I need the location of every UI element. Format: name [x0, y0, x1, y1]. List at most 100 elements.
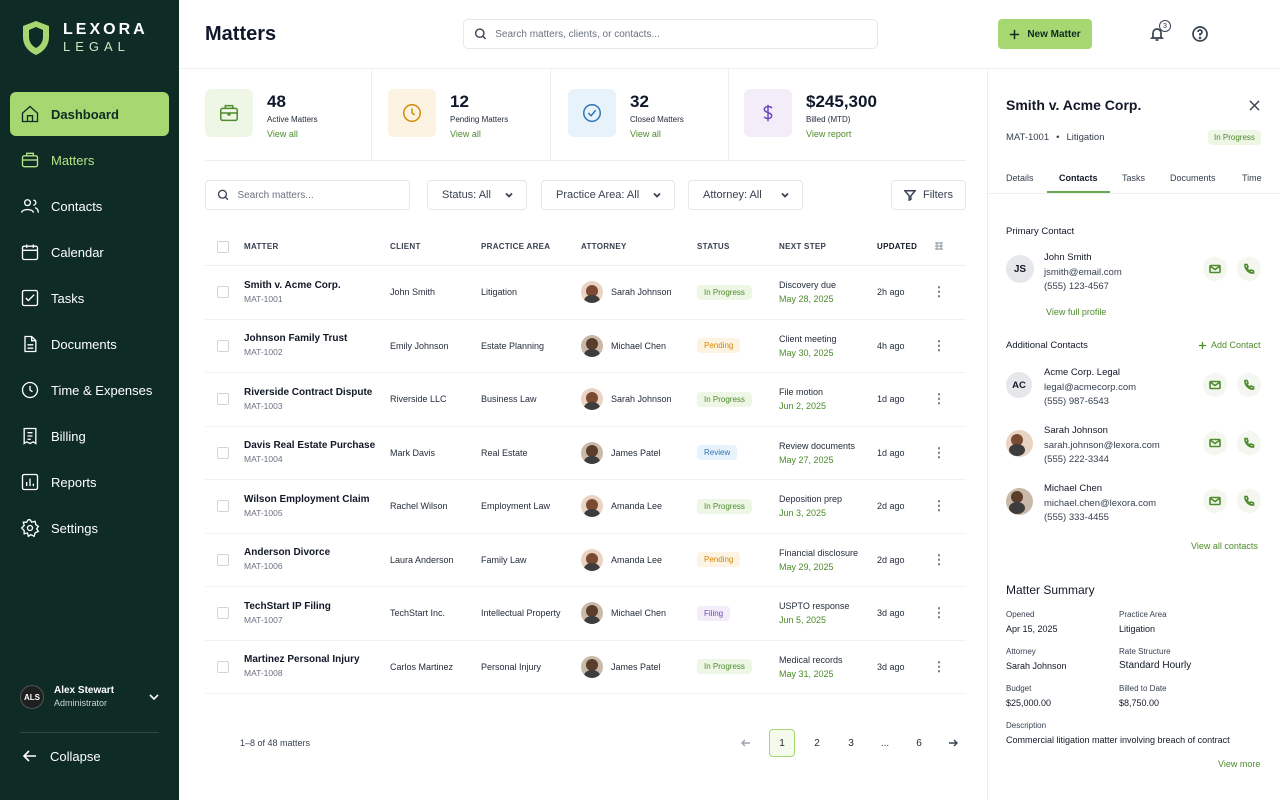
matter-cell[interactable]: Martinez Personal Injury MAT-1008 — [244, 653, 390, 680]
matter-cell[interactable]: Riverside Contract Dispute MAT-1003 — [244, 386, 390, 413]
row-checkbox[interactable] — [217, 286, 229, 299]
matter-title[interactable]: Riverside Contract Dispute — [244, 386, 373, 398]
matter-cell[interactable]: Johnson Family Trust MAT-1002 — [244, 332, 390, 359]
matter-title[interactable]: Wilson Employment Claim — [244, 493, 370, 505]
column-header[interactable]: STATUS — [697, 242, 730, 251]
column-header[interactable]: PRACTICE AREA — [481, 242, 551, 251]
matter-title[interactable]: Smith v. Acme Corp. — [244, 279, 341, 291]
matter-cell[interactable]: Anderson Divorce MAT-1006 — [244, 546, 390, 573]
matter-title[interactable]: Martinez Personal Injury — [244, 654, 360, 666]
column-header[interactable]: NEXT STEP — [779, 241, 827, 251]
tab-tasks[interactable]: Tasks — [1122, 173, 1146, 183]
column-header[interactable]: UPDATED — [877, 242, 918, 251]
tab-time[interactable]: Time — [1242, 173, 1262, 183]
matter-title[interactable]: Davis Real Estate Purchase — [244, 440, 376, 452]
more-actions-icon[interactable]: ⋮ — [932, 284, 946, 300]
help-button[interactable] — [1192, 26, 1208, 45]
matter-title[interactable]: TechStart IP Filing — [244, 600, 331, 612]
sidebar-item-calendar[interactable]: Calendar — [10, 230, 169, 274]
sidebar-item-documents[interactable]: Documents — [10, 322, 169, 366]
sidebar-item-tasks[interactable]: Tasks — [10, 276, 169, 320]
stat-link[interactable]: View all — [450, 129, 481, 139]
sidebar-item-contacts[interactable]: Contacts — [10, 184, 169, 228]
global-search[interactable] — [463, 19, 878, 49]
email-button[interactable] — [1203, 489, 1227, 513]
close-button[interactable] — [1249, 100, 1260, 114]
matter-search-input[interactable] — [237, 189, 409, 201]
column-header[interactable]: MATTER — [244, 242, 279, 251]
sidebar-item-matters[interactable]: Matters — [10, 138, 169, 182]
view-all-contacts-link[interactable]: View all contacts — [1191, 541, 1258, 551]
more-actions-icon[interactable]: ⋮ — [932, 551, 946, 567]
view-more-link[interactable]: View more — [1218, 759, 1261, 769]
sidebar-item-reports[interactable]: Reports — [10, 460, 169, 504]
next-page-button[interactable] — [940, 729, 966, 757]
more-actions-icon[interactable]: ⋮ — [932, 498, 946, 514]
collapse-button[interactable]: Collapse — [22, 748, 101, 764]
sidebar-item-dashboard[interactable]: Dashboard — [10, 92, 169, 136]
email-button[interactable] — [1203, 431, 1227, 455]
sidebar-item-settings[interactable]: Settings — [10, 506, 169, 550]
table-row[interactable]: Davis Real Estate Purchase MAT-1004 Mark D… — [205, 427, 966, 480]
matter-cell[interactable]: Davis Real Estate Purchase MAT-1004 — [244, 439, 390, 466]
status-filter-dropdown[interactable]: Status: All — [427, 180, 527, 210]
page-button-3[interactable]: 3 — [848, 737, 854, 749]
stat-link[interactable]: View all — [267, 129, 298, 139]
table-row[interactable]: Riverside Contract Dispute MAT-1003 Rivers… — [205, 373, 966, 427]
matter-cell[interactable]: Wilson Employment Claim MAT-1005 — [244, 493, 390, 520]
row-checkbox[interactable] — [217, 553, 229, 566]
row-checkbox[interactable] — [217, 500, 229, 513]
table-row[interactable]: Wilson Employment Claim MAT-1005 Rachel Wi… — [205, 480, 966, 534]
page-button-6[interactable]: 6 — [916, 737, 922, 749]
table-row[interactable]: TechStart IP Filing MAT-1007 TechStart Inc… — [205, 587, 966, 641]
table-row[interactable]: Anderson Divorce MAT-1006 Laura Anderson Fa… — [205, 534, 966, 587]
stat-link[interactable]: View all — [630, 129, 661, 139]
more-actions-icon[interactable]: ⋮ — [932, 444, 946, 460]
column-settings-icon[interactable] — [929, 239, 949, 254]
more-actions-icon[interactable]: ⋮ — [932, 658, 946, 674]
row-checkbox[interactable] — [217, 339, 229, 352]
call-button[interactable] — [1237, 257, 1261, 281]
tab-contacts[interactable]: Contacts — [1047, 173, 1110, 193]
select-all-checkbox[interactable] — [217, 240, 229, 253]
column-header[interactable]: CLIENT — [390, 242, 421, 251]
page-button-1[interactable]: 1 — [769, 729, 795, 757]
tab-details[interactable]: Details — [1006, 173, 1034, 183]
email-button[interactable] — [1203, 373, 1227, 397]
column-header[interactable]: ATTORNEY — [581, 242, 627, 251]
matter-cell[interactable]: Smith v. Acme Corp. MAT-1001 — [244, 279, 390, 306]
notifications-button[interactable]: 3 — [1149, 20, 1171, 45]
tab-documents[interactable]: Documents — [1170, 173, 1216, 183]
global-search-input[interactable] — [495, 28, 877, 40]
table-row[interactable]: Smith v. Acme Corp. MAT-1001 John Smith Lit… — [205, 266, 966, 320]
user-menu[interactable]: ALS Alex Stewart Administrator — [20, 684, 160, 710]
matter-title[interactable]: Johnson Family Trust — [244, 333, 348, 345]
brand-logo[interactable]: LEXORA LEGAL — [21, 20, 148, 56]
matter-cell[interactable]: TechStart IP Filing MAT-1007 — [244, 600, 390, 627]
more-actions-icon[interactable]: ⋮ — [932, 605, 946, 621]
matter-search[interactable] — [205, 180, 410, 210]
matter-title[interactable]: Anderson Divorce — [244, 547, 331, 559]
more-actions-icon[interactable]: ⋮ — [932, 337, 946, 353]
sidebar-item-time-expenses[interactable]: Time & Expenses — [10, 368, 169, 412]
row-checkbox[interactable] — [217, 446, 229, 459]
row-checkbox[interactable] — [217, 660, 229, 673]
table-row[interactable]: Martinez Personal Injury MAT-1008 Carlos M… — [205, 641, 966, 694]
call-button[interactable] — [1237, 489, 1261, 513]
add-contact-button[interactable]: Add Contact — [1198, 340, 1261, 350]
practice-filter-dropdown[interactable]: Practice Area: All — [541, 180, 675, 210]
prev-page-button[interactable] — [733, 729, 759, 757]
more-actions-icon[interactable]: ⋮ — [932, 391, 946, 407]
row-checkbox[interactable] — [217, 393, 229, 406]
stat-link[interactable]: View report — [806, 129, 852, 139]
call-button[interactable] — [1237, 431, 1261, 455]
table-row[interactable]: Johnson Family Trust MAT-1002 Emily Johnso… — [205, 320, 966, 373]
page-button-2[interactable]: 2 — [814, 737, 820, 749]
call-button[interactable] — [1237, 373, 1261, 397]
new-matter-button[interactable]: New Matter — [998, 19, 1092, 49]
row-checkbox[interactable] — [217, 607, 229, 620]
sidebar-item-billing[interactable]: Billing — [10, 414, 169, 458]
view-profile-link[interactable]: View full profile — [1046, 307, 1107, 317]
email-button[interactable] — [1203, 257, 1227, 281]
filters-button[interactable]: Filters — [891, 180, 966, 210]
